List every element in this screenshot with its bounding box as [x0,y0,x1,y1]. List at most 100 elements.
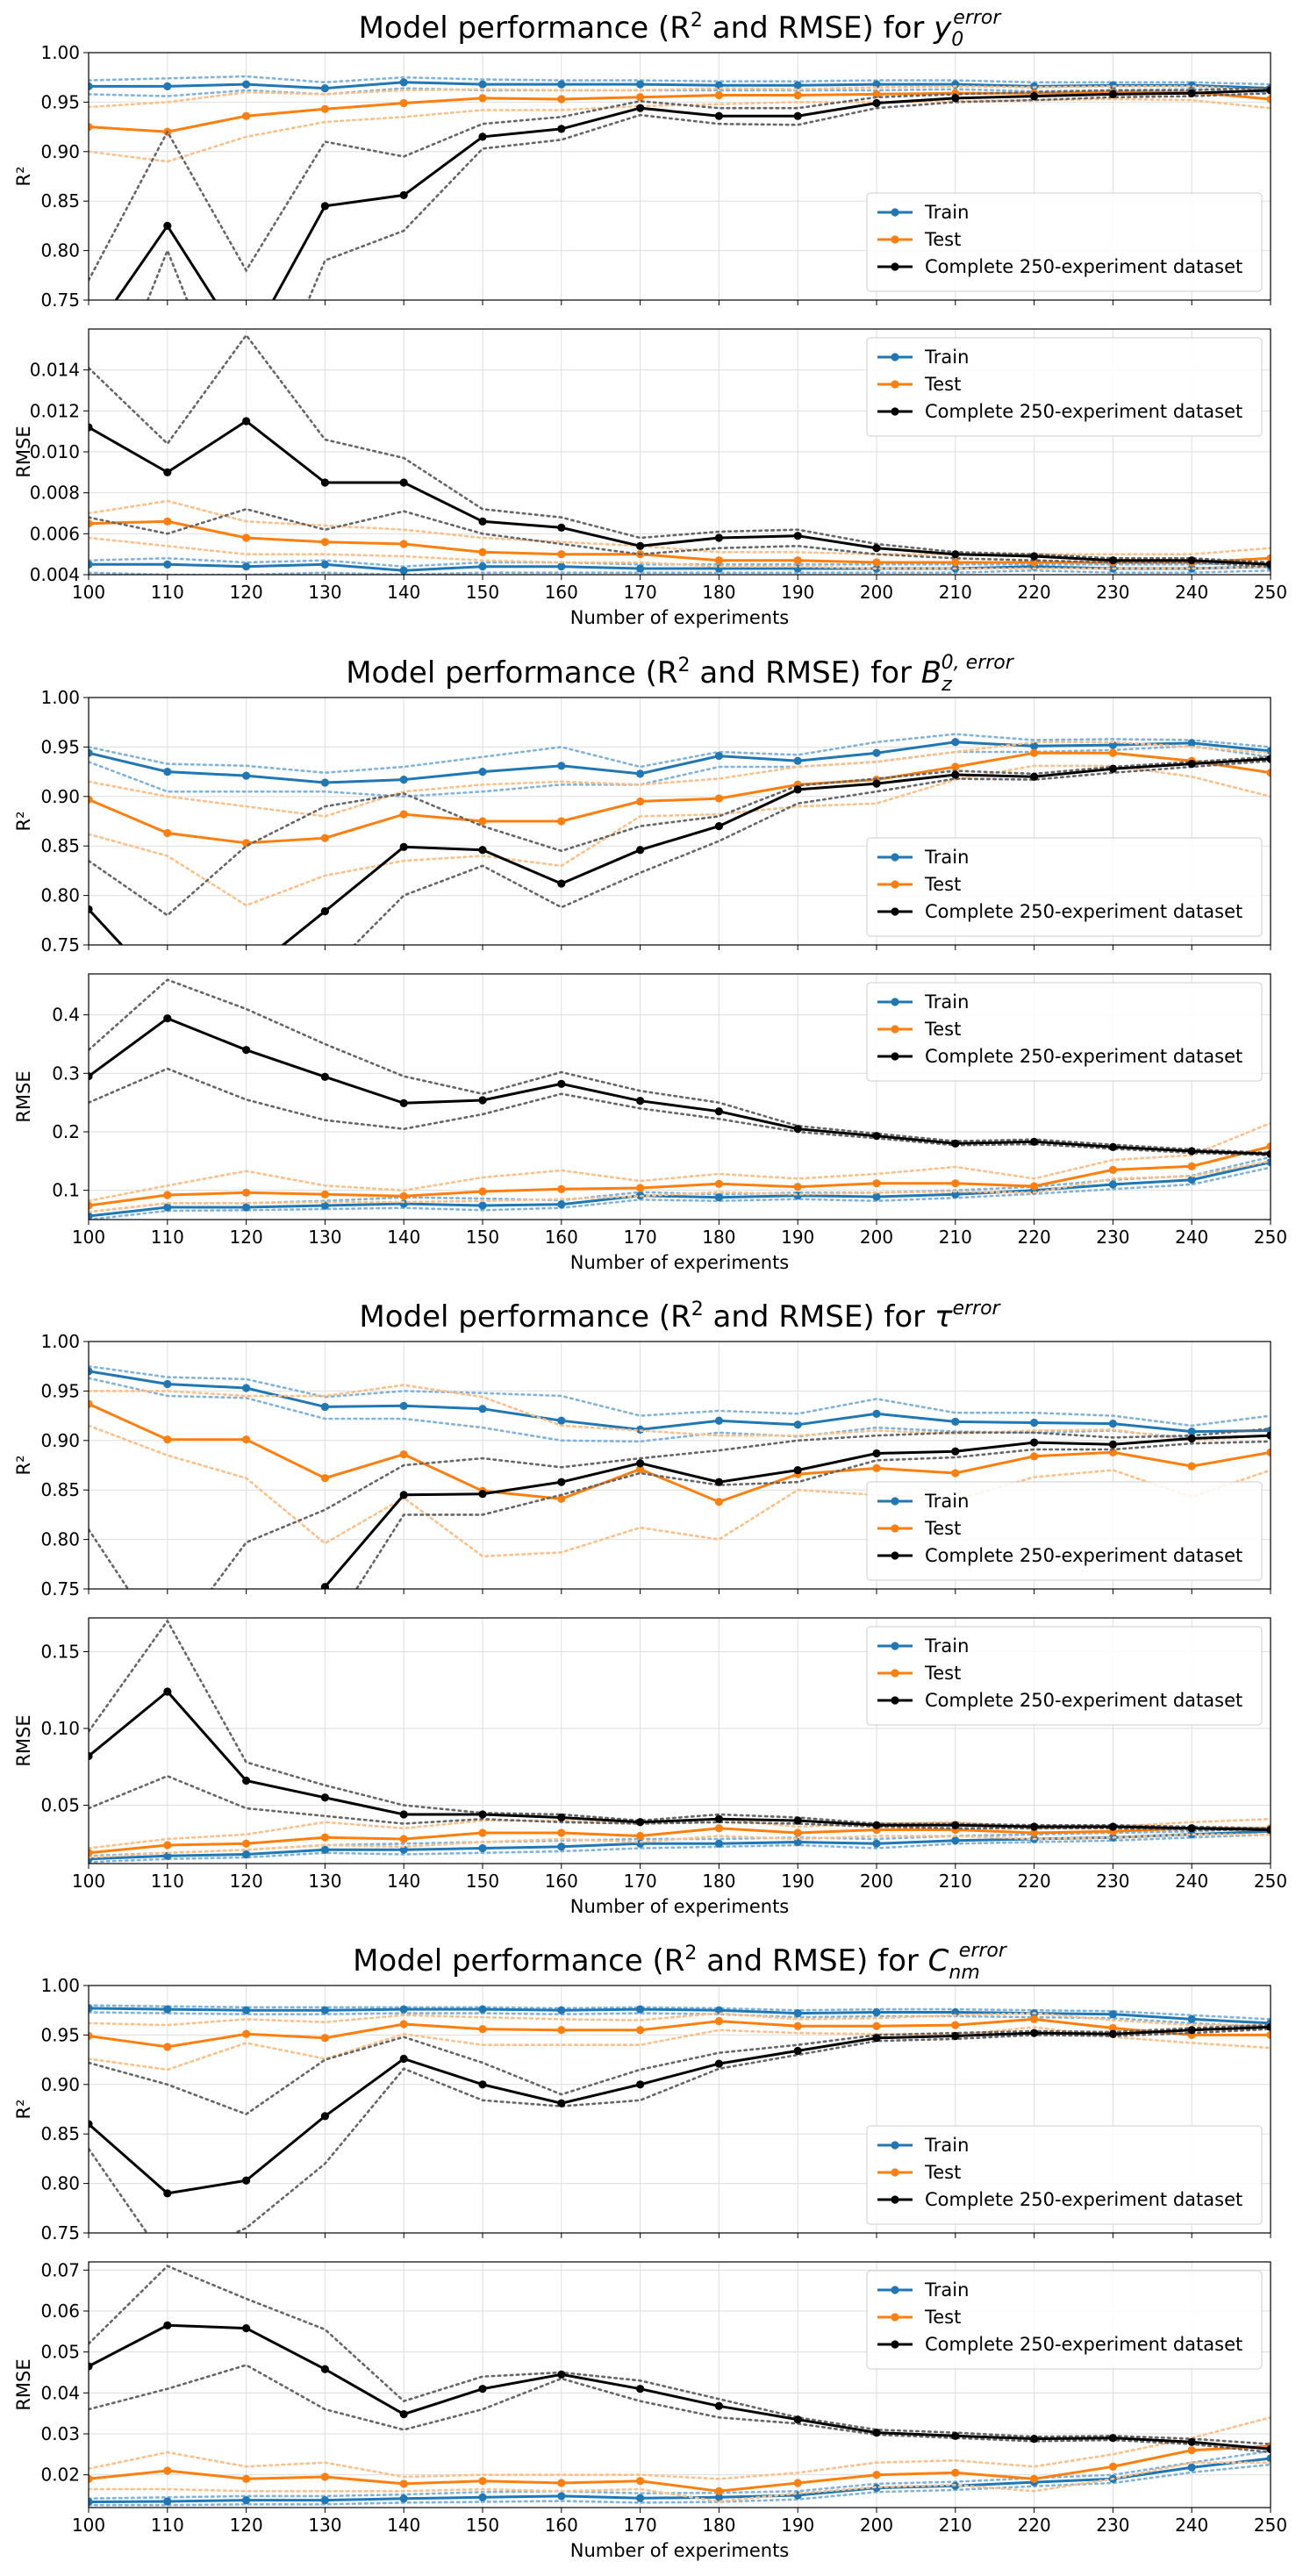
legend-box [866,192,1263,292]
data-point-test [557,2026,566,2035]
series-lower-bound-test [89,2026,1271,2072]
data-point-complete [636,541,645,550]
data-point-train [399,2005,408,2014]
data-point-test [89,1399,93,1408]
x-tick-label: 160 [545,1227,578,1248]
data-point-train [163,560,172,569]
data-point-test [478,94,487,103]
x-tick-label: 240 [1175,582,1208,603]
y-tick-label: 0.3 [52,1063,80,1084]
data-point-train [478,562,487,571]
data-point-train [320,2006,329,2014]
data-point-train [242,771,251,780]
data-point-test [89,123,93,132]
data-point-test [636,1184,645,1192]
data-point-train [89,2497,93,2507]
data-point-test [320,1833,329,1842]
data-point-complete [163,1687,172,1696]
data-point-train [242,1850,251,1859]
title-superscript: 2 [691,10,703,32]
data-point-complete [320,2112,329,2121]
data-point-train [1108,1420,1117,1428]
series-upper-bound-train [89,1364,1271,1428]
data-point-complete [1187,1434,1196,1443]
data-point-test [399,810,408,819]
data-point-train [951,1417,960,1426]
legend-label: Train [924,1491,969,1512]
x-tick-label: 180 [702,1227,735,1248]
data-point-complete [1187,2026,1196,2035]
data-point-train [1266,2454,1271,2463]
data-point-train [1187,1176,1196,1184]
data-point-complete [89,423,93,432]
title-superscript: 2 [691,1299,704,1320]
data-point-train [320,778,329,787]
data-point-train [320,1201,329,1210]
plot-frame [88,697,1271,946]
data-point-complete [793,532,802,540]
data-point-test [1266,1142,1271,1151]
data-point-complete [478,2385,487,2394]
legend: Train Test Complete 250-experiment dataset [866,1481,1263,1581]
y-tick-label: 0.85 [40,190,80,211]
data-point-complete [714,2401,724,2410]
legend-marker-test [891,2168,899,2177]
data-point-complete [951,550,960,559]
data-point-complete [478,132,487,141]
legend-marker-train [891,353,899,361]
series-lower-bound-test [89,1833,1271,1859]
data-point-complete [793,1466,802,1475]
data-point-train [399,776,408,784]
legend-box [866,837,1263,937]
data-point-test [1187,2446,1196,2455]
legend-box [866,1626,1263,1726]
x-tick-label: 110 [151,1227,184,1248]
data-point-complete [793,2046,802,2056]
data-point-test [1187,1462,1196,1470]
data-point-complete [1187,1147,1196,1156]
data-point-test [89,2474,93,2483]
series-line-test [89,1402,1271,1504]
x-tick-label: 220 [1018,1227,1051,1248]
data-point-train [399,1401,408,1410]
data-point-train [89,82,93,90]
data-point-complete [1108,1440,1117,1449]
plot-area [89,333,1271,575]
legend-label: Train [924,347,969,368]
data-point-train [636,2005,645,2014]
y-tick-label: 0.95 [40,91,80,112]
legend-label: Test [924,229,961,250]
data-point-test [320,104,329,113]
title-text: and RMSE) for [697,1943,927,1979]
data-point-test [242,1435,251,1444]
x-tick-label: 190 [781,2515,814,2536]
data-point-complete [1108,2029,1117,2038]
data-point-train [557,2492,566,2501]
legend-box [866,982,1263,1082]
x-tick-label: 210 [939,2515,972,2536]
plot-frame [88,973,1271,1220]
title-text: and RMSE) for [703,11,934,46]
x-tick-label: 240 [1175,1227,1208,1248]
legend-label: Train [924,847,969,868]
legend-label: Test [924,1663,961,1684]
series-upper-bound-test [89,1384,1271,1442]
legend-marker-test [891,1524,899,1533]
x-tick-label: 140 [387,1227,420,1248]
x-tick-label: 190 [781,1227,814,1248]
y-axis-label: R² [13,811,34,831]
data-point-test [714,1498,724,1506]
y-tick-label: 0.05 [40,1795,80,1816]
data-point-complete [951,2031,960,2041]
data-point-train [793,756,802,765]
legend-box [866,337,1263,437]
legend-label: Train [924,991,969,1013]
data-point-complete [399,1098,408,1107]
data-point-test [636,2477,645,2486]
y-tick-label: 0.10 [40,1718,80,1739]
series-line-train [89,81,1271,90]
y-tick-label: 0.85 [40,2123,80,2144]
series-upper-bound-complete [89,978,1271,1155]
data-point-train [872,1192,881,1201]
data-point-train [636,80,645,89]
